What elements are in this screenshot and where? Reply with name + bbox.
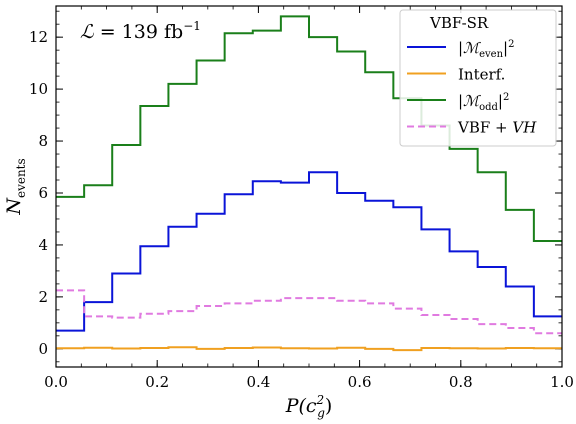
series-|ℳodd|² [56,15,562,243]
series-line [56,346,562,352]
legend-label: Interf. [458,66,505,84]
series-|ℳeven|² [56,171,562,332]
series-VBF + VH [56,289,562,335]
y-tick-label: 6 [38,184,48,202]
legend-title: VBF-SR [429,14,489,32]
series-line [56,15,562,243]
x-tick-label: 0.8 [449,373,473,391]
y-tick-label: 12 [29,28,48,46]
legend-label: VBF + VH [457,119,537,137]
x-axis-label: P(c2 g) [285,393,333,420]
legend-items: |ℳeven|2 Interf. |ℳodd|2 VBF + VH [407,39,537,137]
series-Interf. [56,346,562,352]
legend-label: |ℳeven|2 [458,39,514,60]
x-tick-label: 0.4 [246,373,270,391]
x-tick-label: 0.0 [44,373,68,391]
x-tick-label: 0.2 [145,373,169,391]
luminosity-annotation: ℒ = 139 fb−1 [80,19,201,43]
y-tick-label: 0 [38,340,48,358]
x-tick-label: 1.0 [550,373,574,391]
plot-frame [55,5,563,368]
x-tick-label: 0.6 [348,373,372,391]
legend-box [399,9,557,147]
series-line [56,171,562,332]
y-tick-label: 8 [38,132,48,150]
series-layer [56,15,562,352]
legend: VBF-SR |ℳeven|2 Interf. |ℳodd|2 VBF + VH [399,9,557,147]
y-axis-label: Nevents [3,158,28,215]
legend-label: |ℳodd|2 [458,92,509,113]
series-line [56,289,562,335]
y-tick-label: 2 [38,288,48,306]
y-tick-label: 10 [29,80,48,98]
tick-labels: 0.0 0.2 0.4 0.6 0.8 1.0 0 2 4 6 8 10 12 [29,28,574,391]
y-tick-label: 4 [38,236,48,254]
